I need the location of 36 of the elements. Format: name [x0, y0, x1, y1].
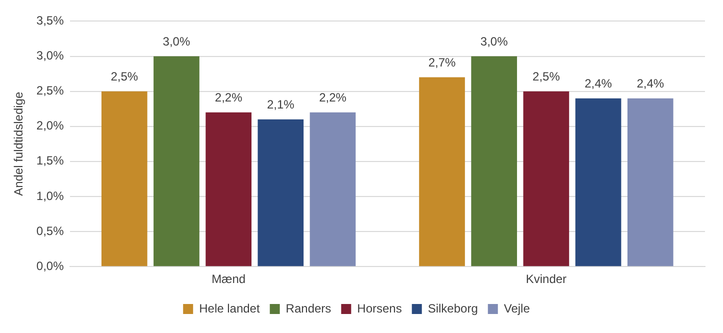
bar [310, 112, 356, 266]
data-label: 3,0% [480, 34, 508, 49]
data-label: 2,4% [584, 76, 612, 91]
legend-label: Randers [286, 301, 332, 316]
x-tick-label: Mænd [212, 272, 246, 286]
bar [101, 91, 148, 266]
bar [471, 56, 518, 266]
y-tick-label: 0,0% [36, 258, 64, 273]
bar [206, 112, 252, 266]
data-label: 2,4% [636, 76, 664, 91]
y-tick-label: 3,0% [36, 48, 64, 63]
y-tick-label: 1,0% [36, 188, 64, 203]
y-tick-label: 0,5% [36, 224, 64, 238]
y-tick-label: 3,5% [36, 14, 64, 28]
data-label: 2,2% [319, 90, 347, 105]
y-axis-title: Andel fuldtidsledige [12, 92, 26, 196]
legend-label: Vejle [504, 301, 530, 316]
legend-label: Silkeborg [428, 301, 478, 316]
data-label: 2,2% [214, 90, 243, 105]
legend-label: Hele landet [199, 301, 260, 316]
y-tick-label: 2,5% [36, 84, 64, 98]
bar [627, 98, 674, 266]
data-label: 2,1% [266, 98, 295, 112]
y-tick-label: 2,0% [36, 118, 64, 133]
data-label: 3,0% [162, 34, 190, 49]
bar [154, 56, 200, 266]
x-tick-label: Kvinder [526, 272, 567, 286]
data-label: 2,5% [532, 70, 560, 84]
bar [575, 98, 622, 266]
legend-label: Horsens [357, 301, 402, 316]
data-label: 2,5% [110, 70, 138, 84]
y-tick-label: 1,5% [36, 154, 64, 168]
bar [258, 119, 304, 266]
bar [523, 91, 570, 266]
data-label: 2,7% [428, 56, 456, 70]
bar [419, 77, 465, 266]
